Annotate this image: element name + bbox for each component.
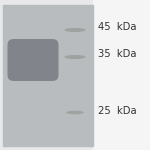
- Ellipse shape: [64, 55, 86, 59]
- FancyBboxPatch shape: [8, 39, 59, 81]
- Text: 25  kDa: 25 kDa: [98, 106, 136, 116]
- Text: 45  kDa: 45 kDa: [98, 22, 136, 32]
- Bar: [3, 4, 93, 146]
- Ellipse shape: [64, 28, 86, 32]
- Text: 35  kDa: 35 kDa: [98, 49, 136, 59]
- Bar: [93, 0, 150, 150]
- Ellipse shape: [66, 111, 84, 114]
